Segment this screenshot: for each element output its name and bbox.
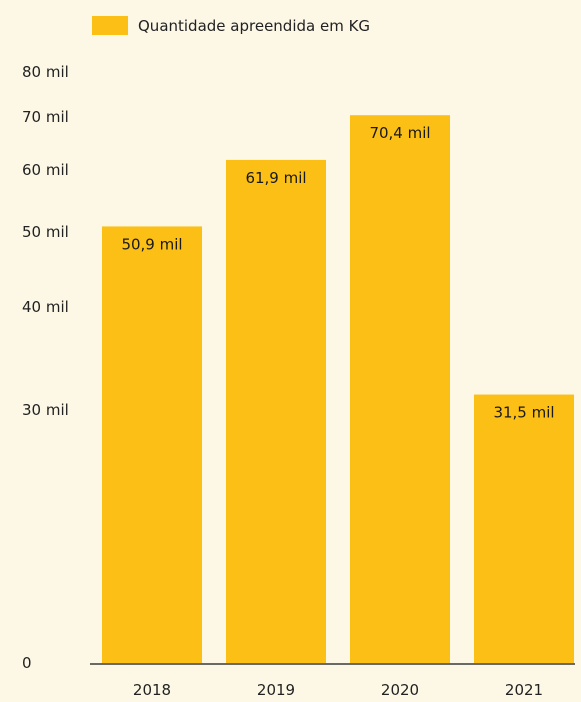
legend-label: Quantidade apreendida em KG xyxy=(138,17,370,35)
legend: Quantidade apreendida em KG xyxy=(92,16,370,35)
y-tick-label: 80 mil xyxy=(22,63,69,81)
bar-2019 xyxy=(226,159,326,663)
x-tick-label-2020: 2020 xyxy=(381,681,419,699)
y-tick-label: 0 xyxy=(22,654,32,672)
y-tick-label: 40 mil xyxy=(22,298,69,316)
bar-2018 xyxy=(102,226,202,664)
data-label-2021: 31,5 mil xyxy=(493,404,554,422)
x-axis: 2018 2019 2020 2021 xyxy=(90,663,575,699)
bars: 50,9 mil 61,9 mil 70,4 mil 31,5 mil xyxy=(102,115,574,664)
legend-swatch xyxy=(92,16,128,35)
data-label-2019: 61,9 mil xyxy=(245,169,306,187)
x-tick-label-2019: 2019 xyxy=(257,681,295,699)
x-tick-label-2018: 2018 xyxy=(133,681,171,699)
y-tick-label: 50 mil xyxy=(22,223,69,241)
bar-2020 xyxy=(350,115,450,663)
bar-2021 xyxy=(474,394,574,663)
x-tick-label-2021: 2021 xyxy=(505,681,543,699)
data-label-2020: 70,4 mil xyxy=(369,124,430,142)
y-tick-label: 30 mil xyxy=(22,401,69,419)
y-tick-label: 70 mil xyxy=(22,108,69,126)
y-tick-label: 60 mil xyxy=(22,161,69,179)
y-axis: 0 30 mil 40 mil 50 mil 60 mil 70 mil 80 mil xyxy=(22,63,69,672)
data-label-2018: 50,9 mil xyxy=(121,235,182,253)
